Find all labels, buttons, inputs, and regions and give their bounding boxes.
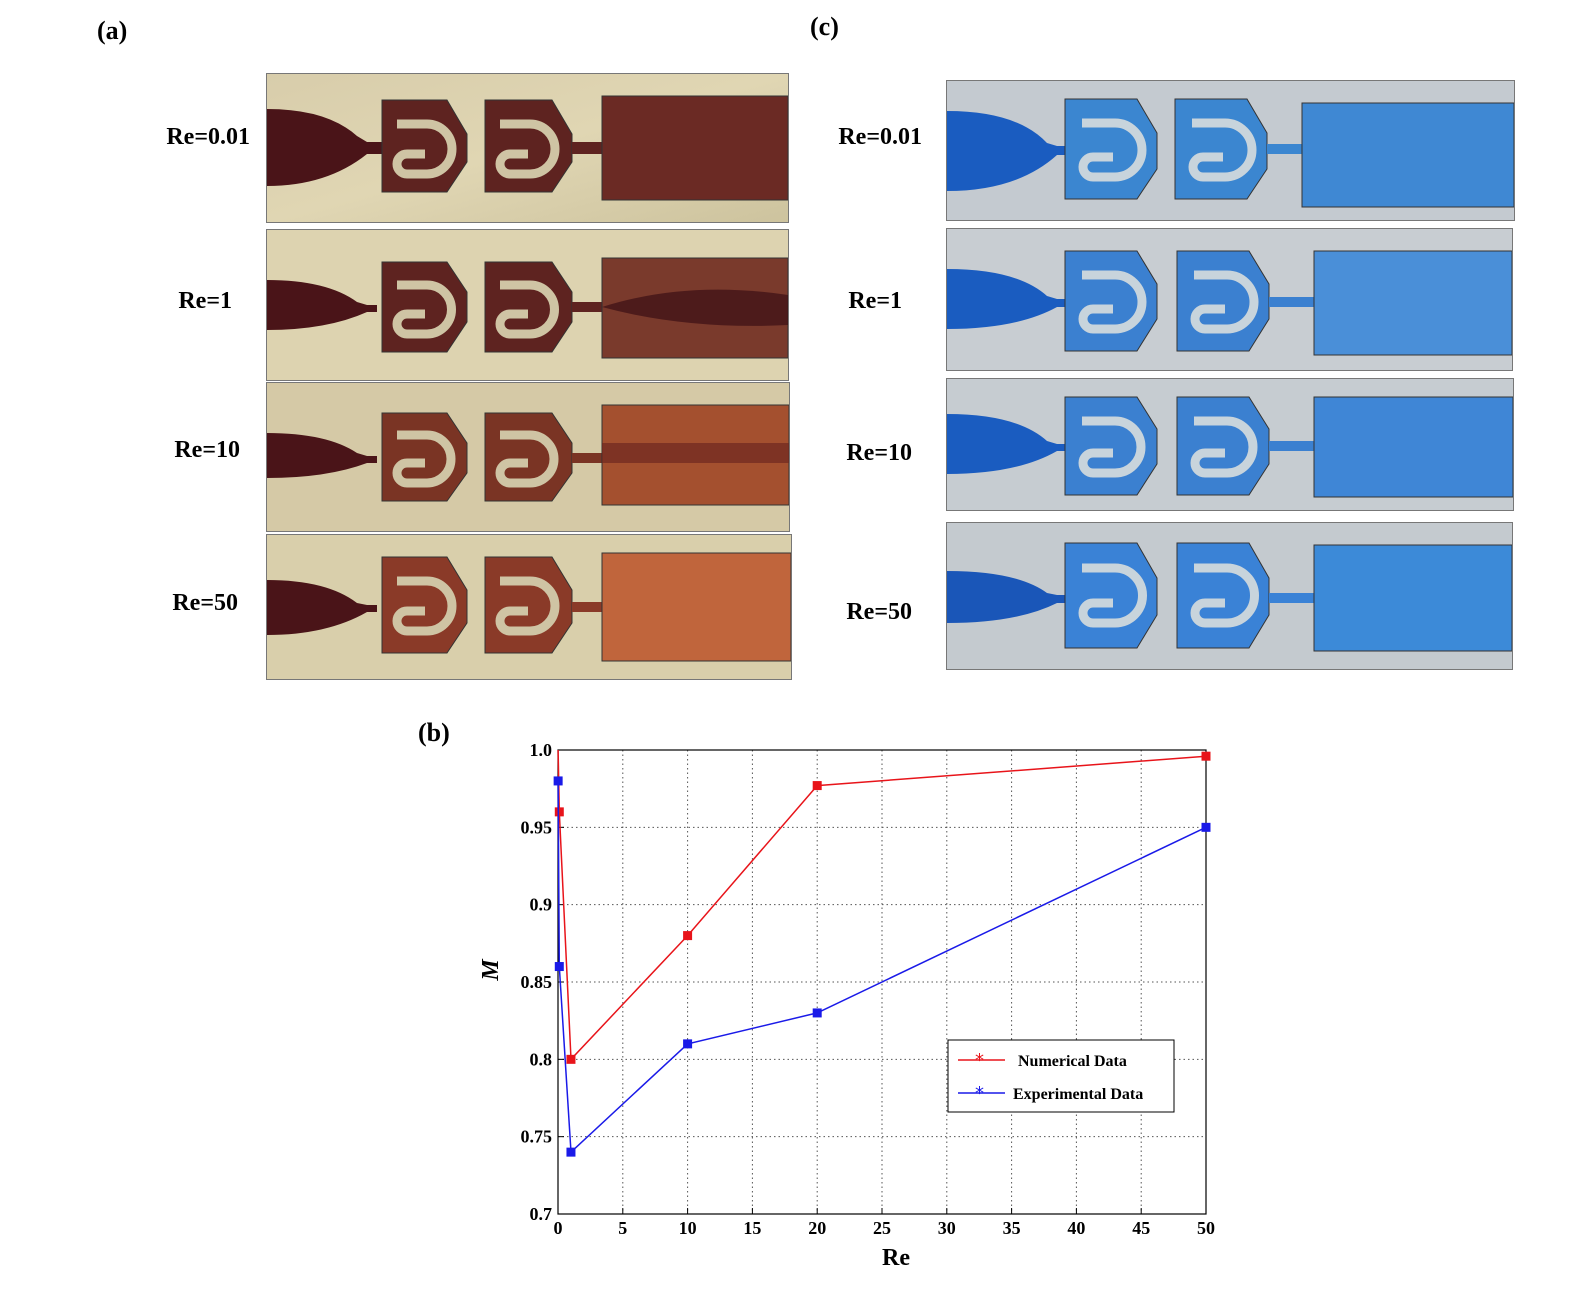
photo-c-re1 <box>946 228 1513 371</box>
panel-label-c: (c) <box>810 12 839 41</box>
legend-star-icon: * <box>975 1083 984 1104</box>
re-label-c-2: Re=10 <box>846 440 912 466</box>
re-label-a-2: Re=10 <box>174 437 240 463</box>
legend-label-numerical: Numerical Data <box>1018 1053 1127 1070</box>
photo-c-re50 <box>946 522 1513 670</box>
re-label-c-0: Re=0.01 <box>838 124 922 150</box>
photo-c-re10 <box>946 378 1514 511</box>
x-tick-label: 50 <box>1197 1218 1215 1238</box>
mixer-channel-image <box>267 535 792 679</box>
photo-a-re10 <box>266 382 790 532</box>
data-point-1-4 <box>812 1008 822 1018</box>
y-tick-label: 1.0 <box>530 740 553 760</box>
series-line-0 <box>557 749 1207 1062</box>
series-lines <box>553 749 1211 1157</box>
x-axis-label: Re <box>882 1245 910 1271</box>
data-point-1-5 <box>1201 822 1211 832</box>
y-tick-label: 0.85 <box>521 972 553 992</box>
x-tick-label: 30 <box>938 1218 956 1238</box>
photo-a-re001 <box>266 73 789 223</box>
axis-ticks: 0 5 10 15 20 25 30 35 40 45 50 0.7 0.75 0.8 0.85 0.9 0.9… <box>521 740 1216 1238</box>
mixer-channel-image <box>947 81 1515 220</box>
photo-c-re001 <box>946 80 1515 221</box>
x-tick-label: 15 <box>743 1218 761 1238</box>
panel-label-a: (a) <box>97 16 128 45</box>
mixer-channel-image <box>267 230 789 380</box>
data-point-0-5 <box>1201 751 1211 761</box>
re-label-a-3: Re=50 <box>172 590 238 616</box>
mixer-channel-image <box>947 379 1514 510</box>
data-point-0-1 <box>554 807 564 817</box>
data-point-1-3 <box>683 1039 693 1049</box>
re-label-a-1: Re=1 <box>178 288 232 314</box>
mixer-channel-image <box>267 74 789 222</box>
photo-a-re50 <box>266 534 792 680</box>
panel-label-b: (b) <box>418 718 450 747</box>
y-tick-label: 0.75 <box>521 1127 553 1147</box>
legend: * Numerical Data * Experimental Data <box>947 1039 1175 1113</box>
data-point-0-3 <box>683 931 693 941</box>
mixer-channel-image <box>947 523 1513 669</box>
photo-a-re1 <box>266 229 789 381</box>
y-tick-label: 0.7 <box>530 1204 553 1224</box>
y-tick-label: 0.9 <box>530 895 553 915</box>
x-tick-label: 40 <box>1067 1218 1085 1238</box>
x-tick-label: 10 <box>679 1218 697 1238</box>
legend-label-experimental: Experimental Data <box>1013 1086 1143 1103</box>
data-point-1-2 <box>566 1147 576 1157</box>
re-label-c-3: Re=50 <box>846 599 912 625</box>
data-point-1-1 <box>554 962 564 972</box>
data-point-0-2 <box>566 1054 576 1064</box>
x-tick-label: 25 <box>873 1218 891 1238</box>
legend-star-icon: * <box>975 1050 984 1071</box>
mixer-channel-image <box>267 383 790 531</box>
re-label-a-0: Re=0.01 <box>166 124 250 150</box>
series-line-1 <box>557 780 1207 1154</box>
x-tick-label: 0 <box>554 1218 563 1238</box>
y-axis-label: M <box>478 958 504 982</box>
x-tick-label: 5 <box>618 1218 627 1238</box>
data-point-1-0 <box>553 776 563 786</box>
grid-lines <box>558 750 1206 1214</box>
mixer-channel-image <box>947 229 1513 370</box>
x-tick-label: 20 <box>808 1218 826 1238</box>
re-label-c-1: Re=1 <box>848 288 902 314</box>
y-tick-label: 0.95 <box>521 817 553 837</box>
y-tick-label: 0.8 <box>530 1049 553 1069</box>
x-tick-label: 35 <box>1003 1218 1021 1238</box>
x-tick-label: 45 <box>1132 1218 1150 1238</box>
data-point-0-4 <box>812 781 822 791</box>
